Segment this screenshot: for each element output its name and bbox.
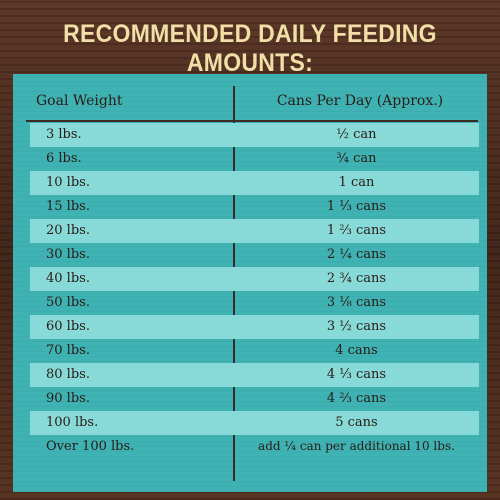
weight-cell: 3 lbs.: [46, 127, 82, 142]
weight-cell: 90 lbs.: [46, 391, 90, 406]
table-row: 60 lbs. 3 ½ cans: [30, 315, 479, 339]
cans-cell: add ¼ can per additional 10 lbs.: [258, 439, 455, 453]
header-cans-per-day: Cans Per Day (Approx.): [276, 93, 444, 109]
cans-cell: 4 ⅓ cans: [326, 367, 387, 382]
cans-cell: 1 ⅓ cans: [326, 199, 387, 214]
table-row: 15 lbs. 1 ⅓ cans: [30, 195, 479, 219]
weight-cell: 15 lbs.: [46, 199, 90, 214]
table-row: Over 100 lbs. add ¼ can per additional 1…: [30, 435, 479, 459]
cans-cell: 2 ¾ cans: [326, 271, 387, 286]
table-row: 90 lbs. 4 ⅔ cans: [30, 387, 479, 411]
cans-cell: 3 ½ cans: [326, 319, 387, 334]
table-row: 40 lbs. 2 ¾ cans: [30, 267, 479, 291]
table-row: 6 lbs. ¾ can: [30, 147, 479, 171]
cans-cell: 1 ⅔ cans: [326, 223, 387, 238]
table-row: 100 lbs. 5 cans: [30, 411, 479, 435]
cans-cell: 3 ⅛ cans: [326, 295, 387, 310]
weight-cell: 20 lbs.: [46, 223, 90, 238]
cans-cell: 2 ¼ cans: [326, 247, 387, 262]
weight-cell: 60 lbs.: [46, 319, 90, 334]
cans-cell: 5 cans: [335, 415, 378, 430]
weight-cell: 10 lbs.: [46, 175, 90, 190]
header-divider: [26, 120, 478, 122]
weight-cell: 100 lbs.: [46, 415, 99, 430]
weight-cell: 70 lbs.: [46, 343, 90, 358]
cans-cell: 4 ⅔ cans: [326, 391, 387, 406]
cans-cell: ½ can: [336, 127, 377, 142]
table-row: 3 lbs. ½ can: [30, 123, 479, 147]
weight-cell: 80 lbs.: [46, 367, 90, 382]
weight-cell: 50 lbs.: [46, 295, 90, 310]
feeding-table: Goal Weight Cans Per Day (Approx.) 3 lbs…: [13, 74, 487, 492]
header-goal-weight: Goal Weight: [36, 93, 123, 109]
table-row: 70 lbs. 4 cans: [30, 339, 479, 363]
cans-cell: 1 can: [338, 175, 375, 190]
cans-cell: ¾ can: [336, 151, 377, 166]
weight-cell: 6 lbs.: [46, 151, 82, 166]
weight-cell: 40 lbs.: [46, 271, 90, 286]
table-header: Goal Weight Cans Per Day (Approx.): [13, 74, 487, 124]
table-row: 10 lbs. 1 can: [30, 171, 479, 195]
page-title: RECOMMENDED DAILY FEEDING AMOUNTS:: [63, 20, 437, 77]
weight-cell: Over 100 lbs.: [46, 439, 135, 454]
table-row: 30 lbs. 2 ¼ cans: [30, 243, 479, 267]
table-row: 80 lbs. 4 ⅓ cans: [30, 363, 479, 387]
table-row: 20 lbs. 1 ⅔ cans: [30, 219, 479, 243]
table-row: 50 lbs. 3 ⅛ cans: [30, 291, 479, 315]
cans-cell: 4 cans: [335, 343, 378, 358]
weight-cell: 30 lbs.: [46, 247, 90, 262]
